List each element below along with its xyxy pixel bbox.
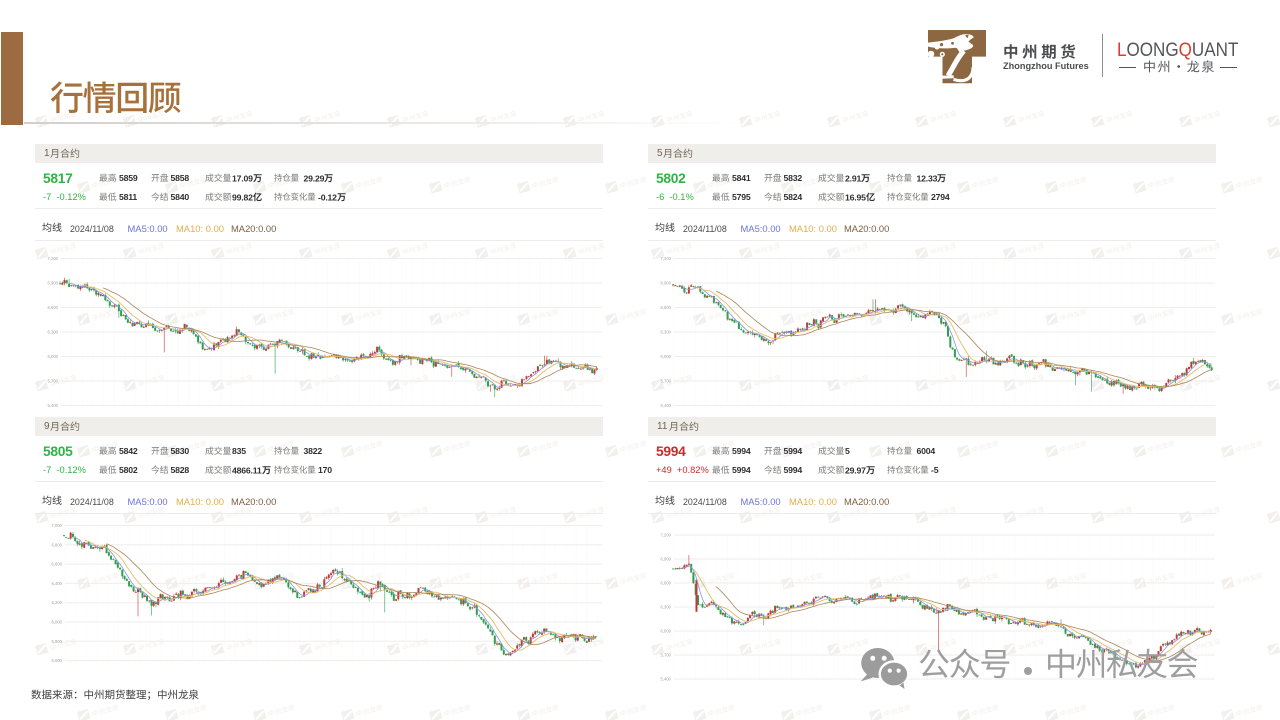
svg-text:7,200: 7,200: [661, 533, 672, 538]
svg-text:6,000: 6,000: [48, 354, 59, 359]
svg-text:6,900: 6,900: [661, 557, 672, 562]
svg-text:6,300: 6,300: [661, 605, 672, 610]
svg-text:6,000: 6,000: [661, 629, 672, 634]
svg-text:6,200: 6,200: [52, 600, 63, 605]
svg-text:6,600: 6,600: [661, 305, 672, 310]
svg-text:5,600: 5,600: [52, 658, 63, 663]
svg-text:6,600: 6,600: [661, 581, 672, 586]
svg-text:6,900: 6,900: [661, 281, 672, 286]
svg-text:7,200: 7,200: [661, 256, 672, 261]
svg-text:6,300: 6,300: [48, 330, 59, 335]
svg-text:6,000: 6,000: [52, 620, 63, 625]
svg-text:5,400: 5,400: [661, 403, 672, 408]
svg-text:5,700: 5,700: [661, 653, 672, 658]
svg-text:6,300: 6,300: [661, 330, 672, 335]
svg-text:5,800: 5,800: [52, 639, 63, 644]
svg-text:6,600: 6,600: [48, 305, 59, 310]
svg-text:7,000: 7,000: [52, 523, 63, 528]
svg-text:5,700: 5,700: [661, 379, 672, 384]
svg-text:6,400: 6,400: [52, 581, 63, 586]
svg-text:5,700: 5,700: [48, 379, 59, 384]
svg-text:6,000: 6,000: [661, 354, 672, 359]
svg-text:5,400: 5,400: [48, 403, 59, 408]
svg-text:5,400: 5,400: [661, 677, 672, 682]
svg-text:6,900: 6,900: [48, 281, 59, 286]
svg-text:6,800: 6,800: [52, 542, 63, 547]
svg-text:6,600: 6,600: [52, 562, 63, 567]
svg-text:7,200: 7,200: [48, 256, 59, 261]
